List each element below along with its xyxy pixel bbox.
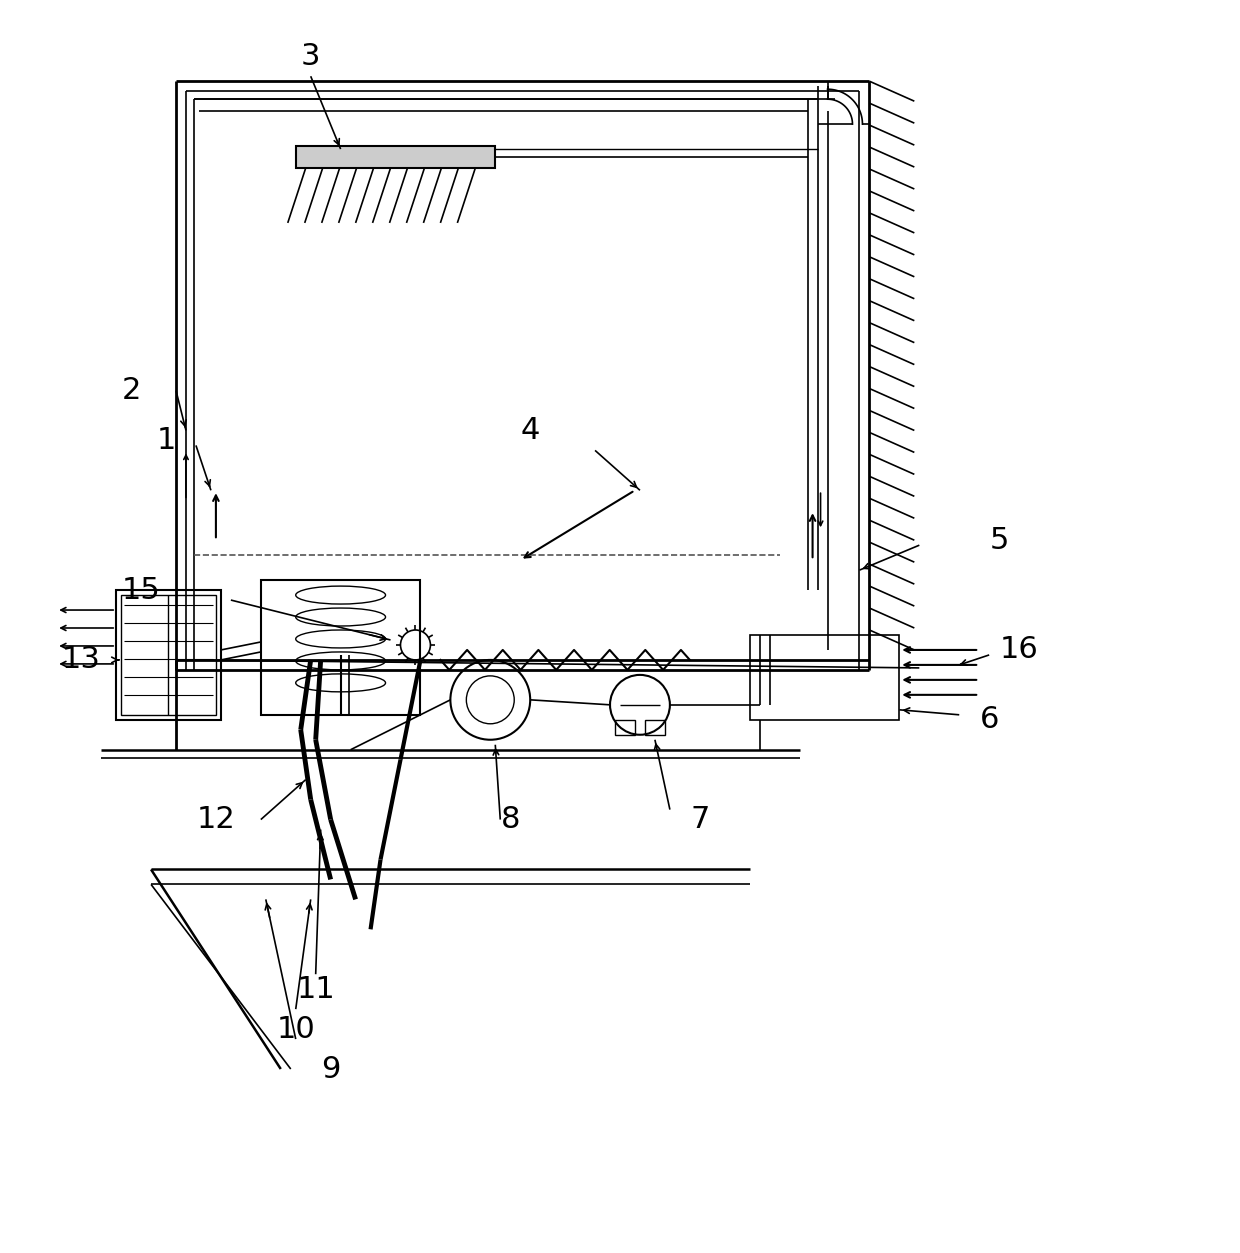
- Text: 15: 15: [122, 575, 160, 605]
- Bar: [615, 719, 635, 734]
- Bar: [122, 595, 216, 714]
- Bar: [295, 147, 495, 168]
- Text: 13: 13: [62, 645, 100, 674]
- Text: 11: 11: [296, 975, 335, 1004]
- Bar: [260, 580, 420, 714]
- Text: 16: 16: [999, 635, 1038, 664]
- Text: 5: 5: [990, 526, 1009, 555]
- Text: 4: 4: [521, 416, 539, 445]
- Text: 1: 1: [156, 426, 176, 455]
- Text: 7: 7: [691, 806, 709, 834]
- Text: 12: 12: [196, 806, 236, 834]
- Bar: [750, 635, 899, 719]
- Text: 8: 8: [501, 806, 520, 834]
- Text: 2: 2: [122, 376, 141, 405]
- Bar: [117, 590, 221, 719]
- Text: 9: 9: [321, 1055, 340, 1084]
- Bar: [645, 719, 665, 734]
- Text: 10: 10: [277, 1015, 315, 1044]
- Text: 3: 3: [301, 41, 320, 70]
- Text: 6: 6: [980, 705, 999, 734]
